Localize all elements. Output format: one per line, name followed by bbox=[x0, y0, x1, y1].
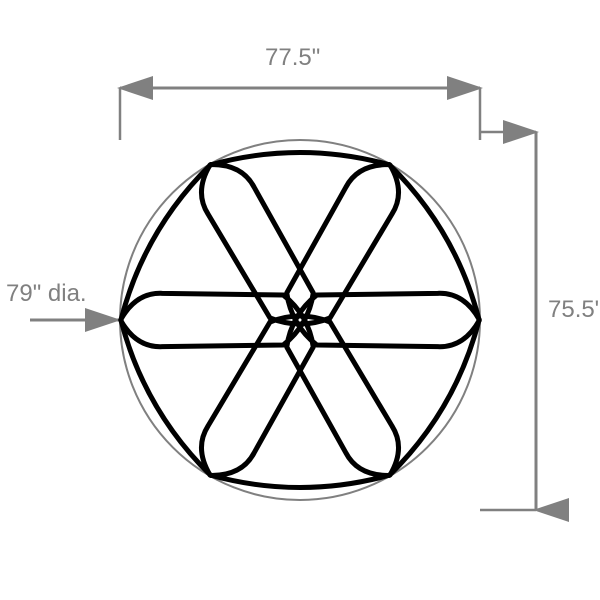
wedge bbox=[106, 151, 353, 407]
wedge bbox=[247, 151, 494, 407]
diameter-label: 79" dia. bbox=[6, 280, 87, 308]
wedge bbox=[201, 316, 398, 488]
width-label: 77.5" bbox=[265, 44, 320, 72]
outline-circle bbox=[120, 140, 480, 500]
dimension-diagram bbox=[0, 0, 600, 600]
wedge bbox=[106, 233, 353, 489]
wedge bbox=[201, 153, 398, 325]
height-label: 75.5" bbox=[548, 296, 600, 324]
wedge bbox=[247, 233, 494, 489]
